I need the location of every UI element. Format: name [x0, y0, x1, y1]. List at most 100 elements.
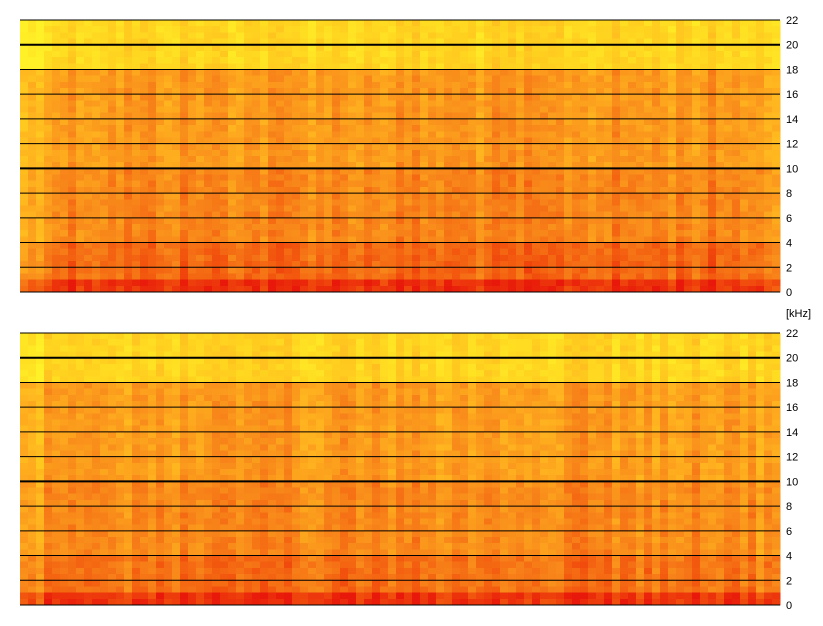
spectrogram-cell: [612, 156, 621, 163]
spectrogram-cell: [156, 345, 165, 353]
spectrogram-cell: [348, 357, 357, 365]
spectrogram-cell: [628, 106, 637, 114]
spectrogram-cell: [652, 44, 661, 52]
spectrogram-cell: [444, 376, 453, 384]
spectrogram-cell: [228, 100, 237, 108]
spectrogram-cell: [596, 199, 605, 207]
spectrogram-cell: [660, 267, 669, 275]
spectrogram-cell: [204, 236, 213, 244]
spectrogram-cell: [292, 248, 301, 256]
spectrogram-cell: [76, 236, 85, 244]
spectrogram-cell: [20, 63, 29, 71]
spectrogram-cell: [412, 75, 421, 83]
spectrogram-cell: [196, 376, 205, 384]
spectrogram-cell: [756, 376, 765, 384]
spectrogram-cell: [620, 112, 629, 120]
spectrogram-cell: [540, 125, 549, 132]
spectrogram-cell: [396, 118, 405, 126]
spectrogram-cell: [332, 143, 341, 151]
spectrogram-cell: [492, 285, 501, 293]
spectrogram-cell: [348, 242, 357, 250]
spectrogram-cell: [372, 261, 381, 268]
spectrogram-cell: [68, 339, 77, 346]
spectrogram-cell: [500, 199, 509, 207]
spectrogram-cell: [484, 44, 493, 52]
spectrogram-cell: [668, 63, 677, 71]
spectrogram-cell: [220, 370, 229, 377]
spectrogram-cell: [716, 217, 725, 225]
spectrogram-cell: [300, 106, 309, 114]
spectrogram-cell: [468, 26, 477, 33]
spectrogram-cell: [748, 38, 757, 46]
spectrogram-cell: [548, 193, 557, 200]
spectrogram-cell: [36, 32, 45, 40]
spectrogram-cell: [252, 186, 261, 194]
spectrogram-cell: [452, 156, 461, 163]
spectrogram-cell: [220, 224, 229, 231]
spectrogram-cell: [748, 261, 757, 268]
spectrogram-cell: [668, 44, 677, 52]
spectrogram-cell: [700, 75, 709, 83]
spectrogram-cell: [756, 44, 765, 52]
spectrogram-cell: [108, 211, 117, 219]
spectrogram-cell: [204, 88, 213, 95]
spectrogram-cell: [420, 376, 429, 384]
spectrogram-cell: [740, 193, 749, 200]
spectrogram-cell: [92, 100, 101, 108]
spectrogram-cell: [116, 236, 125, 244]
spectrogram-cell: [644, 137, 653, 145]
spectrogram-cell: [100, 363, 109, 371]
spectrogram-cell: [316, 254, 325, 262]
spectrogram-cell: [596, 248, 605, 256]
spectrogram-cell: [620, 351, 629, 359]
spectrogram-cell: [420, 333, 429, 340]
spectrogram-cell: [500, 363, 509, 371]
spectrogram-cell: [156, 351, 165, 359]
spectrogram-cell: [36, 88, 45, 95]
spectrogram-cell: [364, 242, 373, 250]
spectrogram-cell: [644, 180, 653, 188]
spectrogram-cell: [764, 180, 773, 188]
spectrogram-cell: [588, 199, 597, 207]
spectrogram-cell: [508, 94, 517, 101]
spectrogram-cell: [628, 339, 637, 346]
spectrogram-cell: [508, 236, 517, 244]
spectrogram-cell: [268, 273, 277, 281]
spectrogram-cell: [60, 357, 69, 365]
spectrogram-cell: [124, 100, 133, 108]
spectrogram-cell: [316, 345, 325, 353]
spectrogram-cell: [164, 32, 173, 40]
spectrogram-cell: [324, 106, 333, 114]
spectrogram-cell: [316, 333, 325, 340]
spectrogram-cell: [404, 205, 413, 213]
spectrogram-cell: [180, 376, 189, 384]
spectrogram-cell: [308, 357, 317, 365]
spectrogram-cell: [444, 143, 453, 151]
spectrogram-cell: [452, 112, 461, 120]
spectrogram-cell: [212, 193, 221, 200]
spectrogram-cell: [84, 32, 93, 40]
spectrogram-cell: [716, 118, 725, 126]
spectrogram-cell: [348, 118, 357, 126]
spectrogram-cell: [268, 143, 277, 151]
spectrogram-cell: [556, 339, 565, 346]
spectrogram-cell: [172, 205, 181, 213]
spectrogram-cell: [596, 363, 605, 371]
spectrogram-cell: [236, 32, 245, 40]
spectrogram-cell: [316, 248, 325, 256]
spectrogram-cell: [380, 224, 389, 231]
spectrogram-cell: [380, 236, 389, 244]
spectrogram-cell: [380, 75, 389, 83]
spectrogram-cell: [52, 180, 61, 188]
spectrogram-cell: [172, 63, 181, 71]
spectrogram-cell: [660, 26, 669, 33]
spectrogram-cell: [580, 230, 589, 237]
spectrogram-cell: [580, 205, 589, 213]
spectrogram-cell: [588, 57, 597, 64]
spectrogram-cell: [348, 351, 357, 359]
spectrogram-cell: [660, 106, 669, 114]
spectrogram-cell: [412, 376, 421, 384]
spectrogram-cell: [764, 75, 773, 83]
spectrogram-cell: [116, 112, 125, 120]
spectrogram-cell: [268, 32, 277, 40]
